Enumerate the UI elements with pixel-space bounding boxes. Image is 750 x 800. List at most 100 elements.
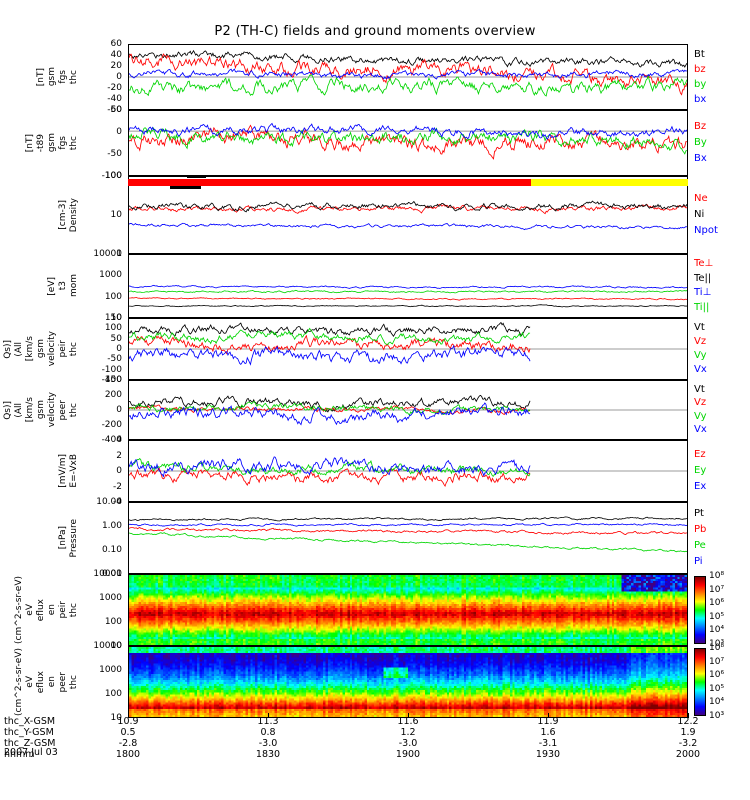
x-tick-hhmm: 1830 [255,749,281,760]
legend-item-vt: Vt [694,384,705,395]
y-tick-label: 40 [110,50,122,60]
x-tick-hhmm: 1930 [535,749,561,760]
colorbar-tick-label: 10³ [709,711,725,721]
panel-efield [128,440,688,502]
x-tick-x: 11.6 [397,716,419,727]
y-tick-label: 0 [116,466,122,476]
panel-density [128,176,688,254]
x-tick-z: -3.1 [538,738,558,749]
y-tick-label: -100 [101,365,122,375]
x-tick-mark [687,713,689,718]
legend-item-ni: Ni [694,209,705,220]
y-axis-label-fgs-gsm-t89: thc fgs gsm -t89 [nT] [25,133,79,153]
y-tick-label: 2 [116,451,122,461]
y-tick-label: -20 [107,83,122,93]
colorbar-tick-label: 10⁸ [709,571,725,581]
legend-item-te: Te|| [694,273,712,284]
y-tick-label: 100 [104,323,122,333]
x-tick-column: 11.6 1.2 -3.0 1900 [378,716,438,760]
x-tick-y: 1.9 [680,727,696,738]
panel-peer-velocity [128,380,688,440]
colorbar-tick-label: 10⁷ [709,585,725,595]
colorbar-tick-label: 10⁵ [709,684,725,694]
y-tick-label: 0 [116,127,122,137]
legend-item-vy: Vy [694,350,707,361]
legend-item-vt: Vt [694,322,705,333]
y-tick-label: 0.01 [101,569,122,579]
panel-peir-eflux [128,574,688,646]
legend-item-ey: Ey [694,465,707,476]
legend-item-ne: Ne [694,193,708,204]
x-tick-mark [267,713,269,718]
x-tick-hhmm: 1900 [395,749,421,760]
colorbar-tick-label: 10⁸ [709,643,725,653]
y-tick-label: 0 [116,72,122,82]
y-axis-label-temperature: mom t3 [eV] [47,274,79,298]
legend-item-te: Te⊥ [694,258,714,269]
y-tick-label: 1000 [99,270,122,280]
y-tick-label: 100 [104,617,122,627]
y-tick-label: 50 [110,105,122,115]
legend-item-by: by [694,79,707,90]
x-tick-mark [407,713,409,718]
y-axis-label-pressure: Pressure [nPa] [58,518,79,558]
colorbar-tick-label: 10⁴ [709,625,725,635]
legend-item-vz: Vz [694,397,707,408]
date-label: 2007 Jul 03 [4,747,58,758]
y-tick-label: 10000 [93,641,122,651]
panel-peir-velocity [128,318,688,380]
legend-item-bx: Bx [694,153,707,164]
legend-item-bz: bz [694,64,706,75]
y-axis-label-peer-velocity: thc peer velocity gsm [km/s (All Qs)] [3,392,79,428]
legend-item-ez: Ez [694,449,706,460]
panel-pressure [128,502,688,574]
y-tick-label: 100 [104,292,122,302]
x-row-label: thc_X-GSM [4,716,56,727]
legend-item-npot: Npot [694,225,718,236]
y-tick-label: -4 [113,497,122,507]
legend-item-pb: Pb [694,524,707,535]
x-tick-mark [127,713,129,718]
y-tick-label: 50 [110,334,122,344]
colorbar-tick-label: 10⁶ [709,598,725,608]
y-tick-label: 400 [104,375,122,385]
y-tick-label: 150 [104,313,122,323]
colorbar-peer-eflux [694,648,706,716]
y-tick-label: -150 [101,375,122,385]
y-tick-label: 10 [110,641,122,651]
y-axis-label-peer-eflux: thc peer en eflux eV (cm^2-s-sr-eV) [14,648,79,716]
y-tick-label: 0.10 [101,545,122,555]
y-tick-label: 10 [110,713,122,723]
y-tick-label: 10 [110,210,122,220]
y-tick-label: -400 [101,435,122,445]
legend-item-vz: Vz [694,336,707,347]
x-tick-x: 11.9 [537,716,559,727]
y-tick-label: -40 [107,94,122,104]
y-tick-label: 1000 [99,665,122,675]
mode-bar-marker [170,186,201,189]
panel-fgs-gsm [128,44,688,110]
y-tick-label: 20 [110,61,122,71]
x-tick-column: 12.2 1.9 -3.2 2000 [658,716,718,760]
y-tick-label: -50 [107,149,122,159]
legend-item-bt: Bt [694,49,705,60]
y-tick-label: 10000 [93,249,122,259]
mode-bar-marker [186,175,207,178]
x-tick-x: 11.3 [257,716,279,727]
y-tick-label: -2 [113,482,122,492]
x-tick-mark [547,713,549,718]
x-row-label: thc_Y-GSM [4,727,54,738]
legend-item-bx: bx [694,94,707,105]
colorbar-tick-label: 10⁴ [709,697,725,707]
legend-item-vx: Vx [694,424,707,435]
colorbar-tick-label: 10⁷ [709,657,725,667]
y-tick-label: 10 [110,313,122,323]
x-row-label: thc_Z-GSM [4,738,56,749]
y-tick-label: 0 [116,405,122,415]
legend-item-pi: Pi [694,556,703,567]
x-tick-y: 1.6 [540,727,556,738]
y-axis-label-fgs-gsm: thc fgs gsm [nT] [36,67,79,87]
colorbar-peir-eflux [694,576,706,644]
x-tick-hhmm: 2000 [675,749,701,760]
